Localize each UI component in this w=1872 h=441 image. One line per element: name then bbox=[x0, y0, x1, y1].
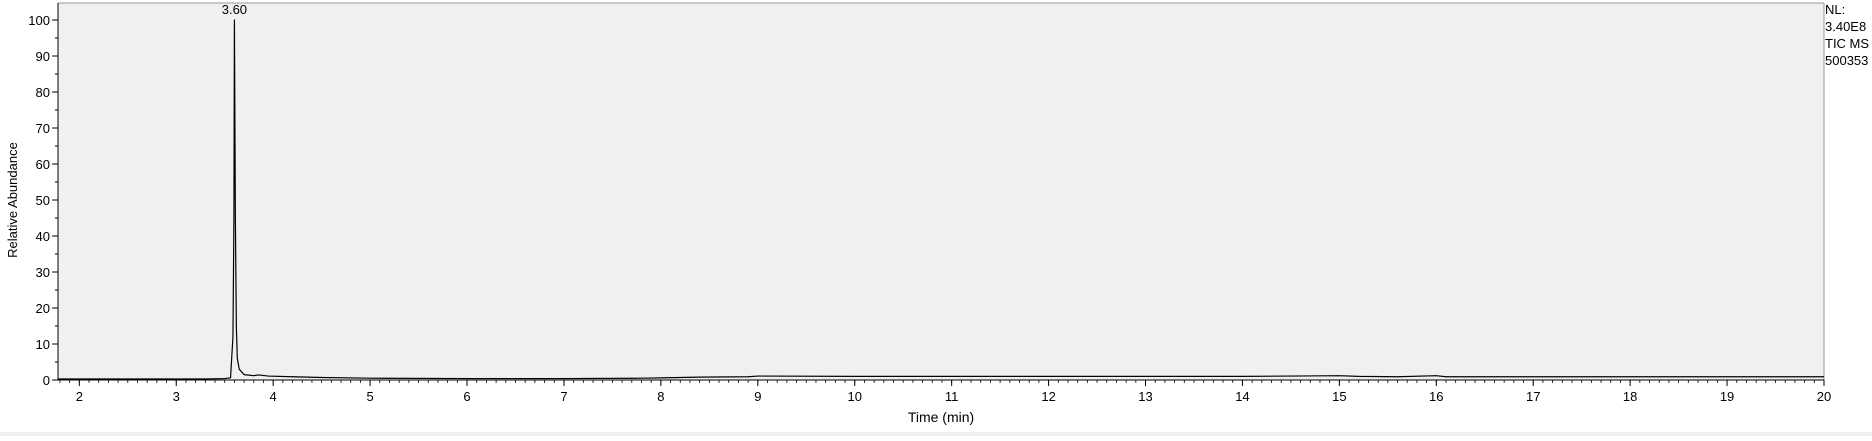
x-tick-label: 14 bbox=[1235, 389, 1249, 404]
x-tick-label: 20 bbox=[1817, 389, 1831, 404]
x-tick-label: 10 bbox=[848, 389, 862, 404]
y-tick-label: 10 bbox=[36, 337, 50, 352]
x-tick-label: 5 bbox=[366, 389, 373, 404]
x-tick-label: 11 bbox=[945, 389, 959, 404]
y-tick-label: 90 bbox=[36, 49, 50, 64]
x-tick-label: 7 bbox=[560, 389, 567, 404]
x-tick-label: 13 bbox=[1138, 389, 1152, 404]
y-tick-label: 30 bbox=[36, 265, 50, 280]
x-tick-label: 18 bbox=[1623, 389, 1637, 404]
info-text-line: 500353 bbox=[1825, 53, 1868, 68]
x-tick-label: 16 bbox=[1429, 389, 1443, 404]
y-tick-label: 100 bbox=[28, 13, 50, 28]
series-line bbox=[58, 19, 1824, 380]
y-tick-label: 50 bbox=[36, 193, 50, 208]
x-tick-label: 9 bbox=[754, 389, 761, 404]
y-tick-label: 80 bbox=[36, 85, 50, 100]
x-tick-label: 15 bbox=[1332, 389, 1346, 404]
x-tick-label: 19 bbox=[1720, 389, 1734, 404]
x-axis-label: Time (min) bbox=[908, 409, 974, 425]
y-axis-label: Relative Abundance bbox=[5, 142, 20, 258]
x-tick-label: 8 bbox=[657, 389, 664, 404]
y-tick-label: 60 bbox=[36, 157, 50, 172]
y-tick-label: 20 bbox=[36, 301, 50, 316]
peak-label: 3.60 bbox=[222, 2, 247, 17]
x-tick-label: 6 bbox=[463, 389, 470, 404]
x-tick-label: 4 bbox=[270, 389, 277, 404]
plot-area bbox=[58, 3, 1824, 380]
bottom-band bbox=[0, 432, 1872, 436]
x-tick-label: 2 bbox=[76, 389, 83, 404]
info-text-line: NL: bbox=[1825, 2, 1845, 17]
y-tick-label: 40 bbox=[36, 229, 50, 244]
info-text-line: TIC MS bbox=[1825, 36, 1869, 51]
x-tick-label: 17 bbox=[1526, 389, 1540, 404]
x-tick-label: 12 bbox=[1041, 389, 1055, 404]
x-tick-label: 3 bbox=[173, 389, 180, 404]
info-text-line: 3.40E8 bbox=[1825, 19, 1866, 34]
y-tick-label: 0 bbox=[43, 373, 50, 388]
y-tick-label: 70 bbox=[36, 121, 50, 136]
